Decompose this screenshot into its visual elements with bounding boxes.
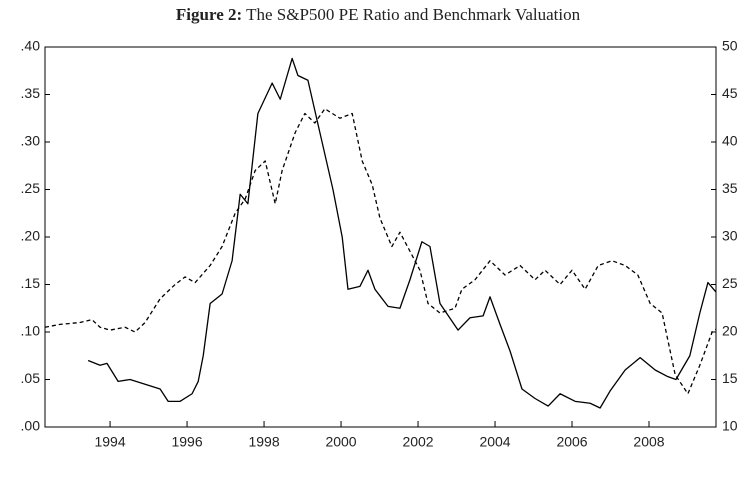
y2-tick-label: 20 <box>722 323 738 339</box>
series-line <box>87 57 717 409</box>
x-tick-label: 2000 <box>325 434 356 450</box>
x-tick-label: 2008 <box>633 434 664 450</box>
y-tick-label: .15 <box>21 275 41 291</box>
y2-tick-label: 10 <box>722 418 738 434</box>
y2-tick-label: 40 <box>722 133 738 149</box>
y2-tick-label: 30 <box>722 228 738 244</box>
x-tick-label: 1998 <box>248 434 279 450</box>
series-line <box>44 108 717 395</box>
x-tick-label: 1996 <box>171 434 202 450</box>
x-tick-label: 2004 <box>479 434 510 450</box>
y-tick-label: .05 <box>21 370 41 386</box>
y-tick-label: .00 <box>21 418 41 434</box>
plot-frame <box>44 46 717 428</box>
y-tick-label: .10 <box>21 323 41 339</box>
chart-title-group: Figure 2: The S&P500 PE Ratio and Benchm… <box>176 5 581 24</box>
y-tick-label: .30 <box>21 133 41 149</box>
y-tick-label: .25 <box>21 180 41 196</box>
x-tick-label: 1994 <box>94 434 125 450</box>
y2-tick-label: 45 <box>722 85 738 101</box>
y2-tick-label: 35 <box>722 180 738 196</box>
y-tick-label: .35 <box>21 85 41 101</box>
x-tick-label: 2006 <box>556 434 587 450</box>
y2-tick-label: 50 <box>722 38 738 54</box>
y-tick-label: .40 <box>21 38 41 54</box>
x-tick-label: 2002 <box>402 434 433 450</box>
chart-title: The S&P500 PE Ratio and Benchmark Valuat… <box>246 5 580 24</box>
y-tick-label: .20 <box>21 228 41 244</box>
chart-title-label: Figure 2: <box>176 5 242 24</box>
y2-tick-label: 15 <box>722 370 738 386</box>
y2-tick-label: 25 <box>722 275 738 291</box>
